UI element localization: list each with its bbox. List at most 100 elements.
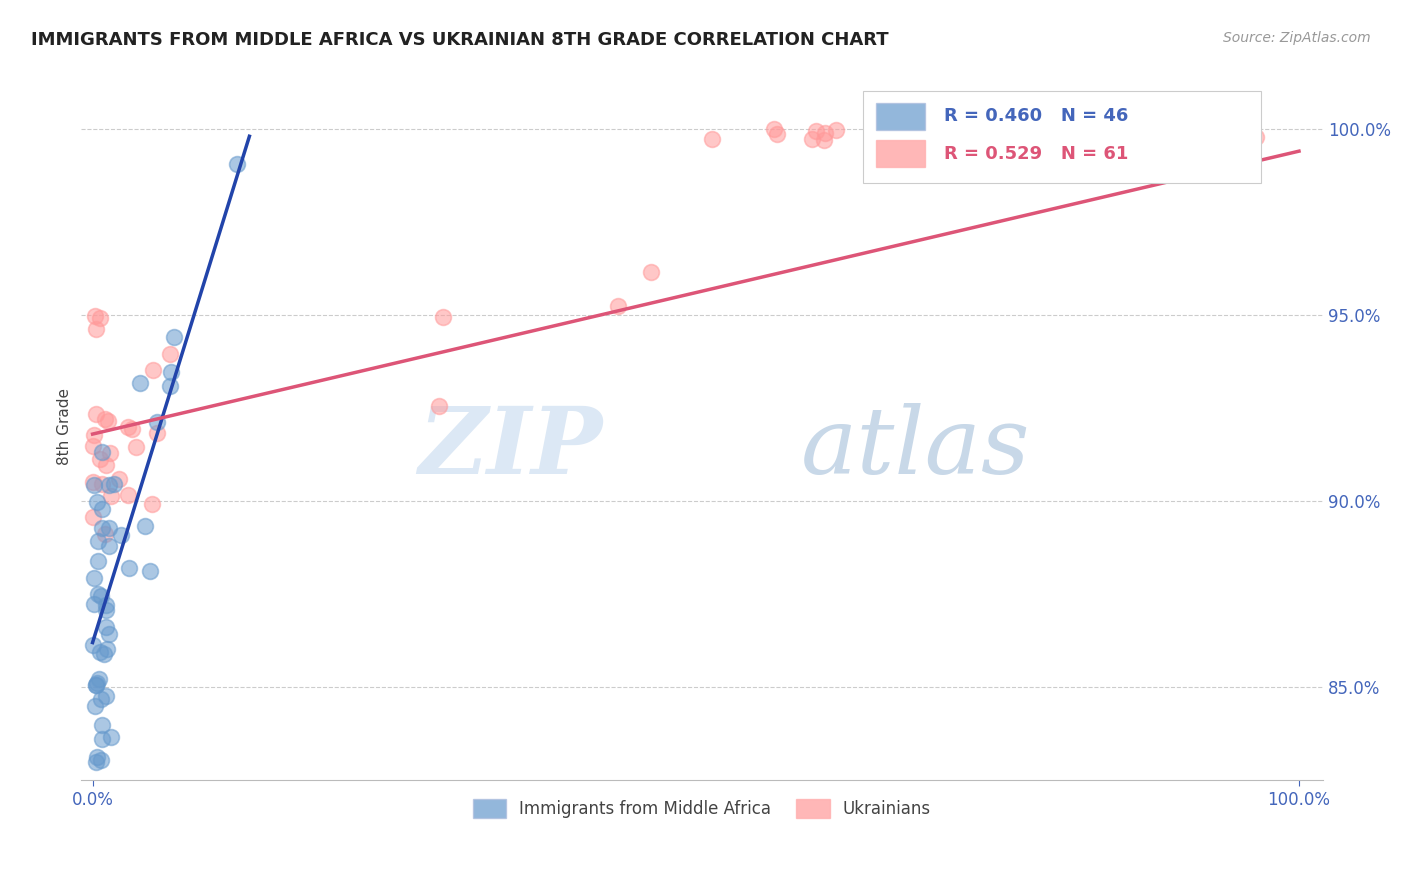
Point xyxy=(90,753,112,767)
Point xyxy=(141,362,163,376)
Point xyxy=(1161,130,1184,145)
Point xyxy=(90,718,112,732)
Point xyxy=(163,329,186,343)
Point xyxy=(700,132,723,146)
Point xyxy=(141,497,163,511)
Point xyxy=(96,458,118,472)
Point xyxy=(145,425,167,440)
Point xyxy=(640,265,662,279)
Point xyxy=(139,564,162,578)
Point xyxy=(160,365,183,379)
Text: IMMIGRANTS FROM MIDDLE AFRICA VS UKRAINIAN 8TH GRADE CORRELATION CHART: IMMIGRANTS FROM MIDDLE AFRICA VS UKRAINI… xyxy=(31,31,889,49)
Point xyxy=(100,730,122,744)
Point xyxy=(1143,123,1166,137)
Point xyxy=(83,428,105,442)
Point xyxy=(84,678,107,692)
Point xyxy=(107,472,129,486)
Point xyxy=(90,589,112,603)
Point xyxy=(86,495,108,509)
Point xyxy=(134,518,156,533)
Point xyxy=(98,521,121,535)
Point xyxy=(94,412,117,426)
Legend: Immigrants from Middle Africa, Ukrainians: Immigrants from Middle Africa, Ukrainian… xyxy=(465,792,938,825)
Point xyxy=(766,127,789,141)
Point xyxy=(118,561,141,575)
Point xyxy=(91,476,114,491)
Point xyxy=(1119,125,1142,139)
Point xyxy=(86,749,108,764)
Point xyxy=(89,451,111,466)
Point xyxy=(607,299,630,313)
Point xyxy=(145,415,167,429)
Point xyxy=(90,692,112,706)
Point xyxy=(96,641,118,656)
Point xyxy=(86,407,108,421)
Point xyxy=(97,539,120,553)
Point xyxy=(90,521,112,535)
Point xyxy=(883,131,905,145)
Point xyxy=(84,310,107,324)
Point xyxy=(159,379,181,393)
Point xyxy=(959,123,981,137)
Point xyxy=(1167,128,1189,143)
Point xyxy=(125,440,148,454)
Point xyxy=(89,673,111,687)
Point xyxy=(1198,131,1220,145)
Point xyxy=(82,438,104,452)
Point xyxy=(824,122,846,136)
Point xyxy=(98,446,121,460)
Point xyxy=(83,478,105,492)
Point xyxy=(226,157,249,171)
Point xyxy=(432,310,454,324)
Point xyxy=(1157,129,1180,144)
Point xyxy=(84,699,107,714)
Point xyxy=(762,122,785,136)
Point xyxy=(121,422,143,436)
Y-axis label: 8th Grade: 8th Grade xyxy=(58,388,72,465)
Point xyxy=(1076,128,1098,142)
Text: R = 0.460   N = 46: R = 0.460 N = 46 xyxy=(945,107,1129,125)
Point xyxy=(94,690,117,704)
Point xyxy=(91,732,114,747)
Point xyxy=(82,510,104,524)
Point xyxy=(804,124,827,138)
Point xyxy=(1029,127,1052,141)
Point xyxy=(1146,128,1168,142)
Point xyxy=(110,528,132,542)
Point xyxy=(98,626,121,640)
Point xyxy=(103,477,125,491)
Bar xyxy=(876,103,925,129)
Point xyxy=(82,475,104,489)
Point xyxy=(1180,132,1202,146)
Point xyxy=(801,131,824,145)
Point xyxy=(83,597,105,611)
Text: ZIP: ZIP xyxy=(418,403,602,493)
Point xyxy=(1150,129,1173,144)
Point xyxy=(1132,124,1154,138)
Point xyxy=(89,310,111,325)
Point xyxy=(1220,125,1243,139)
Point xyxy=(89,645,111,659)
Bar xyxy=(876,140,925,167)
Point xyxy=(1022,133,1045,147)
Point xyxy=(84,321,107,335)
Point xyxy=(87,587,110,601)
Point xyxy=(96,598,118,612)
FancyBboxPatch shape xyxy=(863,91,1261,183)
Point xyxy=(1042,122,1064,136)
Point xyxy=(83,571,105,585)
Text: R = 0.529   N = 61: R = 0.529 N = 61 xyxy=(945,145,1129,162)
Text: Source: ZipAtlas.com: Source: ZipAtlas.com xyxy=(1223,31,1371,45)
Point xyxy=(94,526,117,541)
Text: atlas: atlas xyxy=(801,403,1031,493)
Point xyxy=(427,399,450,413)
Point xyxy=(980,123,1002,137)
Point xyxy=(1205,130,1227,145)
Point xyxy=(814,126,837,140)
Point xyxy=(1149,125,1171,139)
Point xyxy=(96,619,118,633)
Point xyxy=(100,489,122,503)
Point xyxy=(866,131,889,145)
Point xyxy=(97,478,120,492)
Point xyxy=(117,488,139,502)
